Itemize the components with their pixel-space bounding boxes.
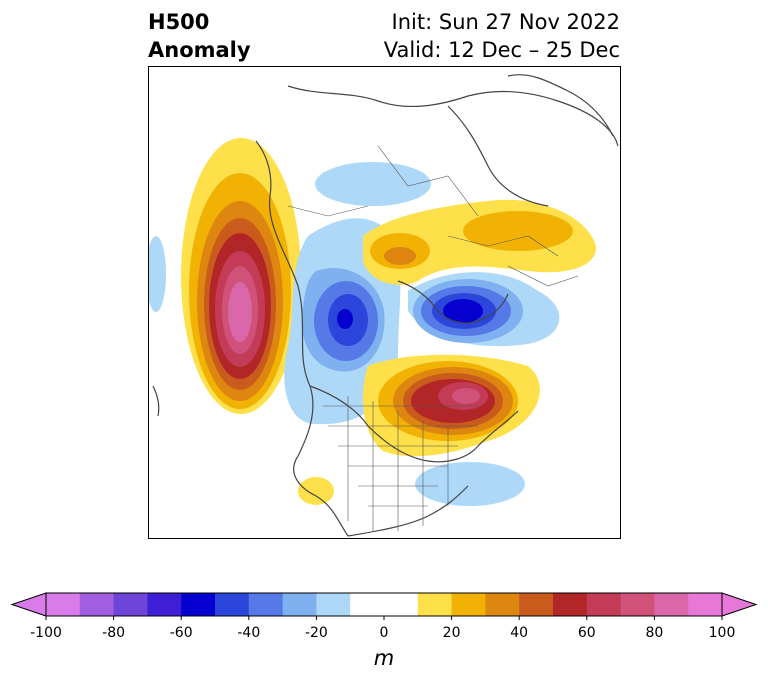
colorbar-unit-label: m bbox=[373, 646, 395, 670]
colorbar-bin bbox=[620, 593, 655, 616]
colorbar-bin bbox=[181, 593, 216, 616]
colorbar bbox=[10, 592, 758, 620]
colorbar-tick-label: -60 bbox=[169, 625, 193, 641]
colorbar-bin bbox=[553, 593, 588, 616]
init-date-label: Init: Sun 27 Nov 2022 bbox=[391, 10, 620, 34]
colorbar-bin bbox=[654, 593, 689, 616]
colorbar-bin bbox=[248, 593, 284, 616]
colorbar-extend-high bbox=[721, 592, 758, 617]
colorbar-tick-label: -20 bbox=[304, 625, 328, 641]
colorbar-tick-label: 20 bbox=[442, 625, 461, 641]
field-label: Anomaly bbox=[148, 38, 251, 62]
colorbar-tick-label: -100 bbox=[30, 625, 62, 641]
political-borders bbox=[287, 145, 579, 531]
colorbar-bin bbox=[113, 593, 148, 616]
valid-range-label: Valid: 12 Dec – 25 Dec bbox=[383, 38, 620, 62]
colorbar-tick-label: 60 bbox=[577, 625, 596, 641]
map-title-right: Init: Sun 27 Nov 2022 Valid: 12 Dec – 25… bbox=[384, 8, 620, 64]
variable-label: H500 bbox=[148, 10, 210, 34]
colorbar-bin bbox=[519, 593, 554, 616]
negative-anomaly-arctic bbox=[315, 162, 560, 347]
negative-anomaly-atlantic bbox=[415, 462, 525, 506]
colorbar-bin bbox=[282, 593, 317, 616]
colorbar-extend-low bbox=[10, 592, 47, 617]
colorbar-bin bbox=[215, 593, 250, 616]
coastlines bbox=[152, 74, 619, 537]
colorbar-bin bbox=[147, 593, 182, 616]
positive-anomaly-west-coast bbox=[181, 138, 301, 414]
colorbar-bin bbox=[586, 593, 622, 616]
colorbar-tick-label: -40 bbox=[237, 625, 261, 641]
colorbar-tick-label: 40 bbox=[510, 625, 529, 641]
colorbar-bin bbox=[316, 593, 351, 616]
colorbar-bin bbox=[485, 593, 520, 616]
anomaly-map bbox=[148, 66, 620, 538]
colorbar-bin bbox=[688, 593, 723, 616]
colorbar-tick-label: -80 bbox=[102, 625, 126, 641]
colorbar-tick-label: 100 bbox=[708, 625, 736, 641]
colorbar-tick-label: 0 bbox=[379, 625, 389, 641]
colorbar-bin bbox=[350, 593, 419, 616]
positive-anomaly-southwest bbox=[298, 477, 334, 505]
colorbar-bin bbox=[451, 593, 486, 616]
anomaly-field bbox=[148, 138, 597, 506]
positive-anomaly-north bbox=[363, 199, 597, 285]
colorbar-tick-label: 80 bbox=[645, 625, 664, 641]
map-title-left: H500 Anomaly bbox=[148, 8, 251, 64]
colorbar-bin bbox=[46, 593, 81, 616]
colorbar-bin bbox=[417, 593, 453, 616]
negative-anomaly-west bbox=[148, 236, 166, 312]
colorbar-bin bbox=[79, 593, 115, 616]
